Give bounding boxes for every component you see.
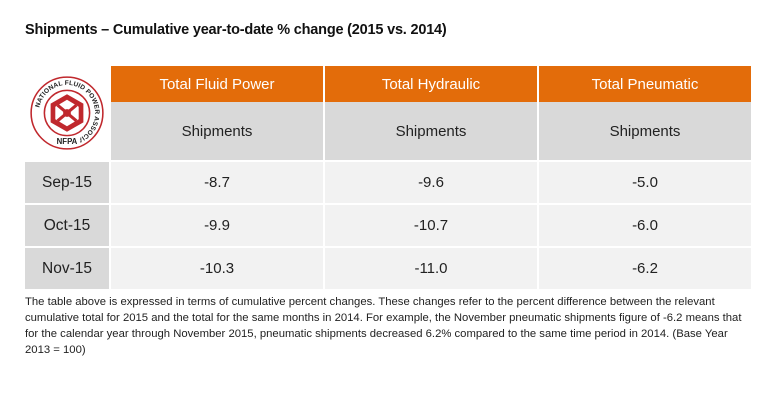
col-header: Total Hydraulic xyxy=(323,66,538,102)
table-cell: -8.7 xyxy=(109,160,324,204)
table-row: Nov-15 -10.3 -11.0 -6.2 xyxy=(25,246,751,289)
table-row: Oct-15 -9.9 -10.7 -6.0 xyxy=(25,203,751,247)
table-cell: -5.0 xyxy=(537,160,751,204)
row-label: Nov-15 xyxy=(25,246,110,289)
table-cell: -6.2 xyxy=(537,246,751,289)
footnote: The table above is expressed in terms of… xyxy=(25,296,742,356)
col-subheader: Shipments xyxy=(323,102,538,161)
nfpa-emblem-icon xyxy=(50,94,84,132)
chart-title: Shipments – Cumulative year-to-date % ch… xyxy=(25,22,447,38)
nfpa-logo: NATIONAL FLUID POWER ASSOCIATION NFPA xyxy=(30,76,104,150)
row-label: Sep-15 xyxy=(25,160,110,204)
subheader-row: Shipments Shipments Shipments xyxy=(25,102,751,161)
header-row: NATIONAL FLUID POWER ASSOCIATION NFPA To… xyxy=(25,66,751,161)
logo-cell: NATIONAL FLUID POWER ASSOCIATION NFPA xyxy=(25,66,110,161)
logo-abbr: NFPA xyxy=(57,137,78,146)
row-label: Oct-15 xyxy=(25,203,110,247)
table-cell: -10.3 xyxy=(109,246,324,289)
table-cell: -6.0 xyxy=(537,203,751,247)
table-cell: -11.0 xyxy=(323,246,538,289)
col-header: Total Fluid Power xyxy=(109,66,324,102)
col-subheader: Shipments xyxy=(537,102,751,161)
table-cell: -9.6 xyxy=(323,160,538,204)
table-row: Sep-15 -8.7 -9.6 -5.0 xyxy=(25,160,751,204)
col-header: Total Pneumatic xyxy=(537,66,751,102)
table-cell: -9.9 xyxy=(109,203,324,247)
shipments-table: NATIONAL FLUID POWER ASSOCIATION NFPA To… xyxy=(25,66,751,289)
col-subheader: Shipments xyxy=(109,102,324,161)
table-cell: -10.7 xyxy=(323,203,538,247)
